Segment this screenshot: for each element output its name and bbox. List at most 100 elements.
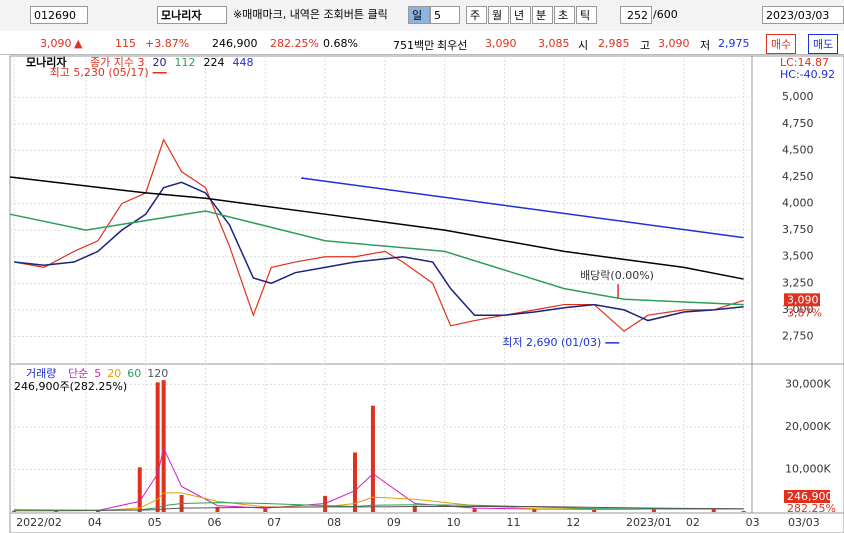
series-line (9, 176, 744, 280)
volume-bar (370, 405, 375, 512)
legend-entry: 종가 지수 3 (90, 56, 144, 69)
stock-name: 모나리자 (157, 6, 227, 24)
legend-entry: 224 (203, 56, 224, 69)
last-price-box (784, 293, 820, 307)
hc: HC:-40.92 (780, 68, 835, 81)
legend-entry: 448 (232, 56, 253, 69)
bid: 3,085 (538, 37, 570, 50)
x-tick-label: 06 (208, 516, 222, 529)
y-tick-label: 4,750 (782, 117, 814, 130)
legend-entry: 20 (152, 56, 166, 69)
volume-bar (532, 509, 537, 512)
legend-title: 모나리자 (26, 55, 67, 69)
sell-button[interactable]: 매도 (808, 34, 839, 54)
y-tick-label: 5,000 (782, 90, 814, 103)
series-line (14, 446, 744, 512)
high-label: 고 (640, 39, 651, 52)
x-tick-label: 2023/01 (626, 516, 672, 529)
date-input[interactable]: 2023/03/03 (762, 6, 844, 24)
period-tab[interactable]: 주 (466, 6, 487, 24)
y-tick-label: 4,250 (782, 170, 814, 183)
period-button[interactable]: 일 (408, 6, 430, 24)
x-tick-label: 05 (148, 516, 162, 529)
volume-bar (12, 510, 17, 512)
change: 115 (115, 37, 136, 50)
notice: ※매매마크, 내역은 조회버튼 클릭 (233, 8, 388, 21)
y-tick-label: 3,750 (782, 223, 814, 236)
volume-bar (352, 452, 357, 512)
period-tab[interactable]: 초 (554, 6, 575, 24)
annotation: 배당락(0.00%) (580, 269, 654, 282)
annotation: 최고 5,230 (05/17) (50, 66, 149, 79)
y-tick-label: 10,000K (785, 462, 831, 475)
last-volume-box (784, 490, 830, 503)
y-tick-label: 2,750 (782, 329, 814, 342)
volume-bar (472, 508, 477, 512)
volume-bar (155, 382, 160, 512)
series-line (14, 138, 744, 332)
open-label: 시 (578, 39, 589, 52)
high: 3,090 (658, 37, 690, 50)
quote-bar: 3,090 ▲ 115 +3.87% 246,900 282.25% 0.68%… (0, 31, 844, 55)
legend-title: 거래량 (26, 367, 56, 380)
series-line (9, 210, 744, 306)
volume-bar (263, 508, 268, 512)
x-tick-label: 04 (88, 516, 102, 529)
price: 3,090 (40, 37, 72, 50)
lc: LC:14.87 (780, 56, 829, 69)
volume-rate: 282.25% (270, 37, 319, 50)
best-label: 최우선 (437, 39, 468, 52)
x-tick-label: 2022/02 (16, 516, 62, 529)
code-input[interactable]: 012690 (30, 6, 88, 24)
volume: 246,900 (212, 37, 258, 50)
volume-bar (592, 509, 597, 512)
period-tab[interactable]: 분 (532, 6, 553, 24)
volume-bar (215, 506, 220, 512)
annotation: 최저 2,690 (01/03) (502, 336, 601, 349)
y-tick-label: 3,250 (782, 276, 814, 289)
legend-entry: 20 (107, 367, 121, 380)
volume-bar (651, 508, 656, 512)
legend-entry: 60 (127, 367, 141, 380)
last-volume: 246,900 (787, 490, 833, 503)
volume-bar (161, 380, 166, 512)
amount: 751백만 (393, 39, 435, 52)
low: 2,975 (718, 37, 750, 50)
count[interactable]: 252 (620, 6, 652, 24)
legend-entry: 5 (94, 367, 101, 380)
max: /600 (653, 8, 678, 21)
volume-bar (95, 510, 100, 512)
x-tick-label: 07 (267, 516, 281, 529)
volume-bar (54, 510, 59, 512)
low-label: 저 (700, 39, 711, 52)
volume-bar (137, 467, 142, 512)
last-price: 3,090 (787, 293, 819, 306)
date-end: 03/03 (788, 516, 820, 529)
last-rate: 3,87% (787, 306, 822, 319)
period-tab[interactable]: 틱 (576, 6, 597, 24)
volume-bar (711, 508, 716, 512)
volume-bar (741, 510, 746, 512)
legend-entry: 112 (174, 56, 195, 69)
y-tick-label: 4,000 (782, 197, 814, 210)
last-volume-rate: 282.25% (787, 502, 836, 515)
legend-entry: 120 (147, 367, 168, 380)
arrow: ▲ (74, 37, 83, 50)
rate: +3.87% (145, 37, 190, 50)
legend-prefix: 단순 (68, 367, 88, 380)
period-n[interactable]: 5 (430, 6, 460, 24)
x-tick-label: 10 (447, 516, 461, 529)
buy-button[interactable]: 매수 (766, 34, 797, 54)
x-tick-label: 09 (387, 516, 401, 529)
x-tick-label: 03 (746, 516, 760, 529)
x-tick-label: 08 (327, 516, 341, 529)
frame (9, 55, 844, 533)
y-tick-label: 4,500 (782, 143, 814, 156)
period-tab[interactable]: 월 (488, 6, 509, 24)
period-tab[interactable]: 년 (510, 6, 531, 24)
open: 2,985 (598, 37, 630, 50)
turnover: 0.68% (323, 37, 358, 50)
